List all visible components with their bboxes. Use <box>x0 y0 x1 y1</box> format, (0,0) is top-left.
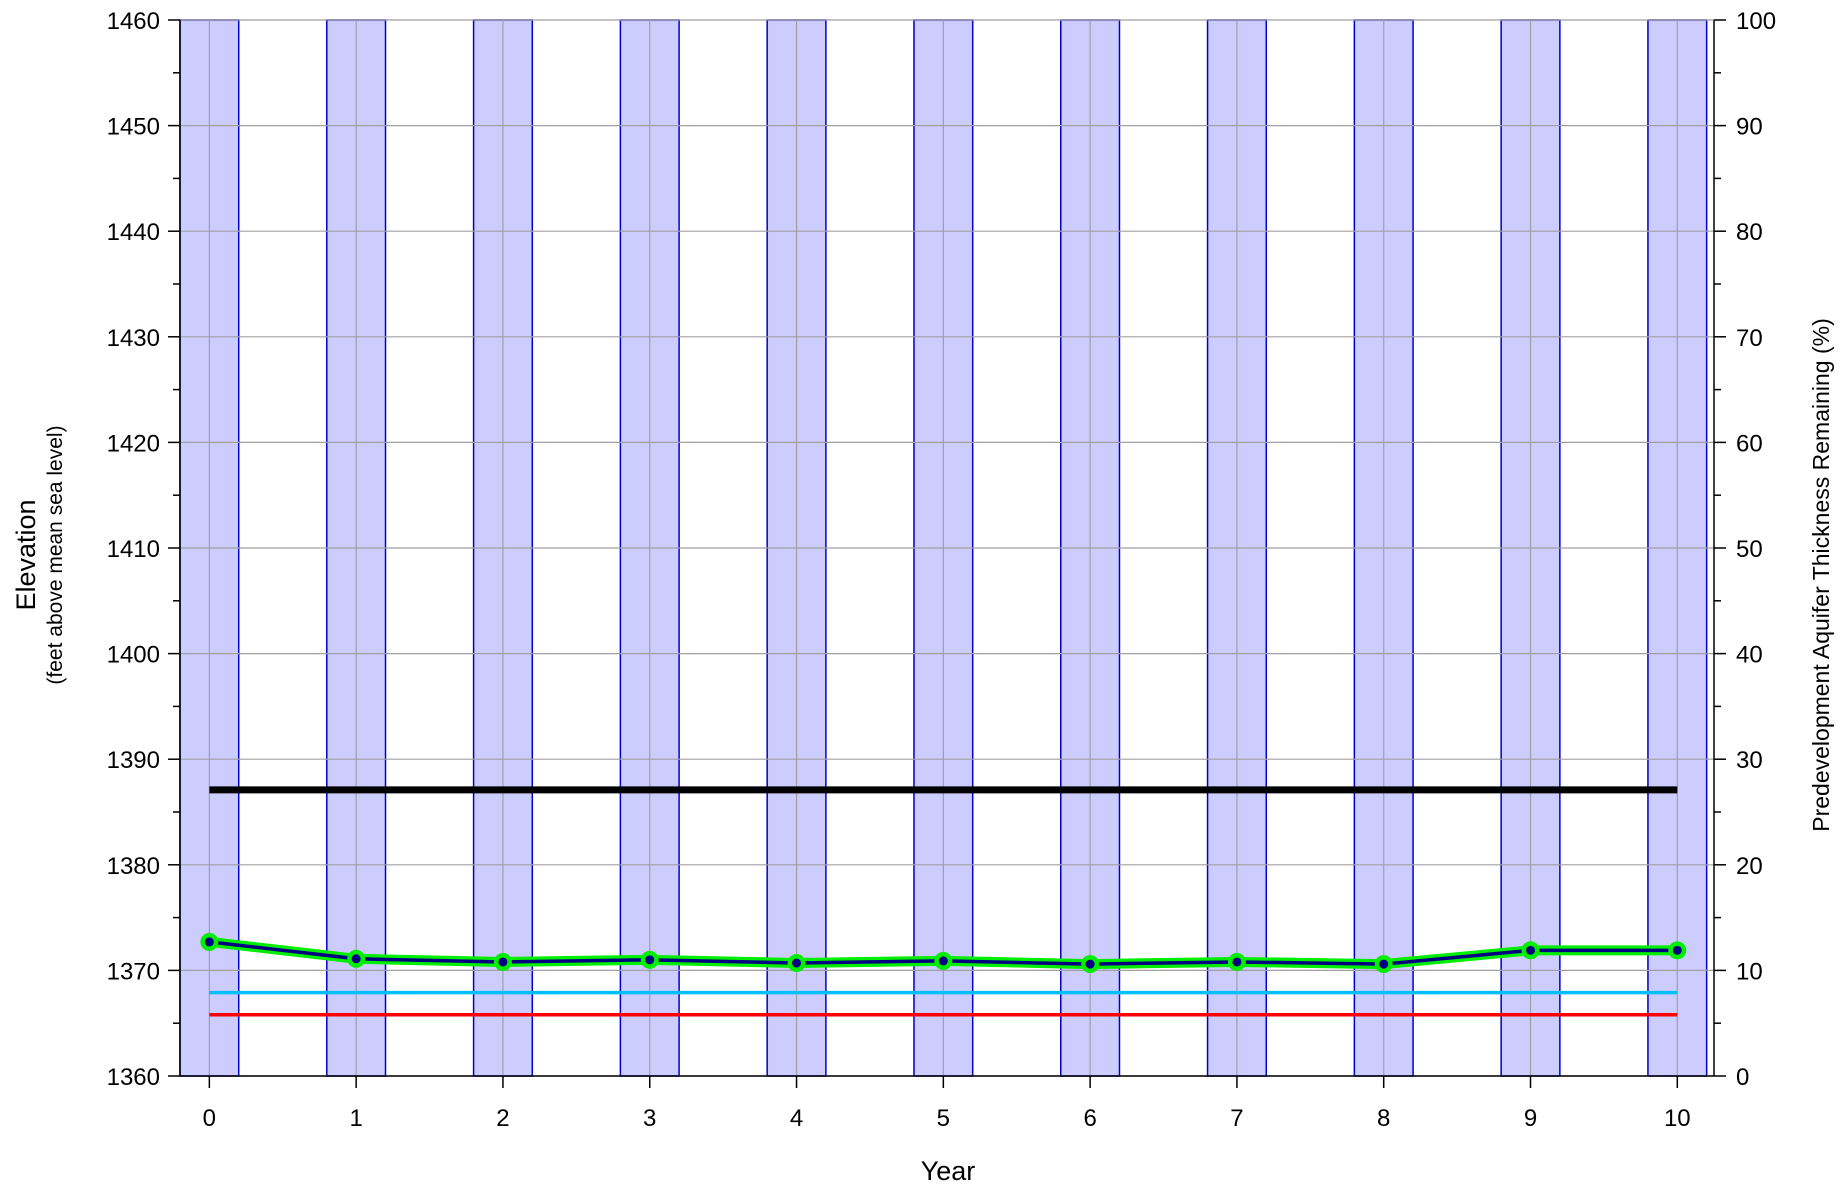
x-tick-label: 8 <box>1377 1105 1390 1132</box>
y2-tick-label: 20 <box>1736 853 1763 880</box>
x-tick-label: 9 <box>1524 1105 1537 1132</box>
y-tick-label: 1450 <box>107 114 160 141</box>
y-tick-label: 1370 <box>107 958 160 985</box>
y2-tick-label: 100 <box>1736 8 1776 35</box>
x-tick-label: 3 <box>643 1105 656 1132</box>
y-tick-label: 1460 <box>107 8 160 35</box>
y2-tick-label: 10 <box>1736 958 1763 985</box>
y2-tick-label: 70 <box>1736 325 1763 352</box>
x-tick-label: 0 <box>203 1105 216 1132</box>
y2-tick-label: 80 <box>1736 219 1763 246</box>
series-point <box>792 958 802 968</box>
series-point <box>498 957 508 967</box>
y-tick-label: 1420 <box>107 430 160 457</box>
y2-tick-label: 0 <box>1736 1064 1749 1091</box>
series-point <box>1085 959 1095 969</box>
x-tick-label: 10 <box>1664 1105 1691 1132</box>
y-tick-label: 1430 <box>107 325 160 352</box>
tick-labels: 1360137013801390140014101420143014401450… <box>107 8 1776 1132</box>
x-tick-label: 5 <box>937 1105 950 1132</box>
series-point <box>1526 945 1536 955</box>
y2-tick-label: 50 <box>1736 536 1763 563</box>
y2-tick-label: 60 <box>1736 430 1763 457</box>
series-point <box>1379 959 1389 969</box>
x-tick-label: 2 <box>496 1105 509 1132</box>
series-point <box>1672 945 1682 955</box>
series-layer <box>200 932 1687 974</box>
series-point <box>204 937 214 947</box>
x-tick-label: 4 <box>790 1105 803 1132</box>
series-point <box>645 955 655 965</box>
reference-lines <box>209 786 1678 1017</box>
y-tick-label: 1380 <box>107 853 160 880</box>
y-tick-label: 1360 <box>107 1064 160 1091</box>
y-tick-label: 1390 <box>107 747 160 774</box>
axes-layer <box>168 19 1726 1088</box>
y2-tick-label: 40 <box>1736 642 1763 669</box>
series-point <box>1232 957 1242 967</box>
series-point <box>351 954 361 964</box>
y-axis-title: Elevation <box>11 499 41 610</box>
x-tick-label: 6 <box>1083 1105 1096 1132</box>
y2-axis-title-group: Predevelopment Aquifer Thickness Remaini… <box>1808 318 1834 832</box>
series-point <box>938 956 948 966</box>
y2-tick-label: 90 <box>1736 114 1763 141</box>
y2-tick-label: 30 <box>1736 747 1763 774</box>
y2-axis-title: Predevelopment Aquifer Thickness Remaini… <box>1808 318 1834 832</box>
x-axis-title: Year <box>921 1156 976 1186</box>
y-tick-label: 1440 <box>107 219 160 246</box>
y-tick-label: 1400 <box>107 642 160 669</box>
y-tick-label: 1410 <box>107 536 160 563</box>
x-tick-label: 7 <box>1230 1105 1243 1132</box>
y-axis-title-group: Elevation <box>11 499 41 610</box>
y-axis-subtitle-group: (feet above mean sea level) <box>44 425 67 684</box>
grid-layer <box>180 19 1714 1077</box>
y-axis-subtitle: (feet above mean sea level) <box>44 425 67 684</box>
x-tick-label: 1 <box>349 1105 362 1132</box>
